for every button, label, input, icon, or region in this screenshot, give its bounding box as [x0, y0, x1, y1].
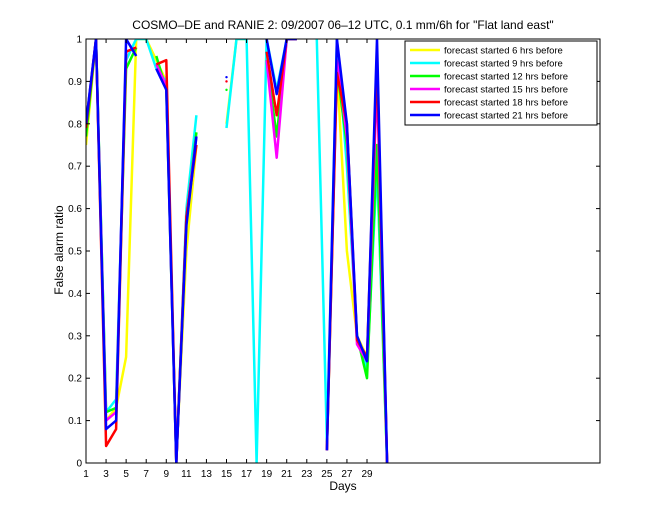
- y-tick-label: 0.5: [68, 247, 82, 258]
- series-line: [86, 39, 137, 422]
- y-axis-label: False alarm ratio: [52, 205, 66, 295]
- y-tick-label: 0.9: [68, 77, 82, 88]
- x-tick-label: 23: [301, 469, 313, 480]
- x-tick-label: 13: [201, 469, 213, 480]
- series-layer: [86, 39, 389, 463]
- x-tick-label: 15: [221, 469, 233, 480]
- data-point: [225, 88, 228, 92]
- x-tick-label: 19: [261, 469, 273, 480]
- series-line: [265, 39, 297, 117]
- legend-entry: forecast started 6 hrs before: [444, 46, 563, 57]
- series-line: [86, 39, 138, 414]
- series-5: [86, 39, 389, 463]
- x-tick-label: 27: [341, 469, 353, 480]
- y-tick-label: 0.8: [68, 119, 82, 130]
- x-tick-label: 21: [281, 469, 293, 480]
- series-line: [325, 39, 389, 463]
- legend-box: [404, 40, 598, 126]
- legend: forecast started 6 hrs before forecast st…: [404, 40, 598, 126]
- series-line: [155, 58, 198, 463]
- x-tick-label: 1: [83, 469, 89, 480]
- series-line: [155, 68, 198, 463]
- series-line: [265, 39, 297, 159]
- y-tick-label: 0.7: [68, 162, 82, 173]
- x-tick-label: 25: [321, 469, 333, 480]
- y-tick-label: 0.3: [68, 331, 82, 342]
- series-line: [155, 55, 198, 463]
- legend-entry: forecast started 15 hrs before: [444, 85, 568, 96]
- series-line: [225, 39, 297, 463]
- x-tick-label: 3: [103, 469, 109, 480]
- series-line: [155, 63, 198, 463]
- legend-entry: forecast started 9 hrs before: [444, 59, 563, 70]
- legend-entry: forecast started 12 hrs before: [444, 72, 568, 83]
- y-tick-label: 0: [76, 459, 82, 470]
- x-tick-label: 17: [241, 469, 253, 480]
- data-point: [225, 80, 228, 83]
- series-line: [86, 39, 138, 431]
- series-line: [265, 39, 297, 96]
- series-6: [86, 39, 389, 463]
- y-tick-label: 0.2: [68, 374, 82, 385]
- chart-title: COSMO–DE and RANIE 2: 09/2007 06–12 UTC,…: [132, 18, 553, 32]
- x-tick-label: 9: [164, 469, 170, 480]
- y-tick-label: 0.4: [68, 289, 82, 300]
- y-tick-label: 1: [76, 35, 82, 46]
- x-axis-label: Days: [329, 479, 356, 493]
- x-tick-label: 5: [123, 469, 129, 480]
- data-point: [225, 75, 228, 79]
- legend-entry: forecast started 18 hrs before: [444, 98, 568, 109]
- x-tick-label: 29: [361, 469, 373, 480]
- y-tick-label: 0.6: [68, 204, 82, 215]
- ticks-layer: 1 3 5 7 9 11 13 15 17 19 21 23 25 27 2900.10.20.30.40.…: [68, 35, 600, 480]
- legend-entry: forecast started 21 hrs before: [444, 111, 568, 122]
- y-tick-label: 0.1: [68, 416, 82, 427]
- x-tick-label: 7: [143, 469, 149, 480]
- x-tick-label: 11: [181, 469, 192, 480]
